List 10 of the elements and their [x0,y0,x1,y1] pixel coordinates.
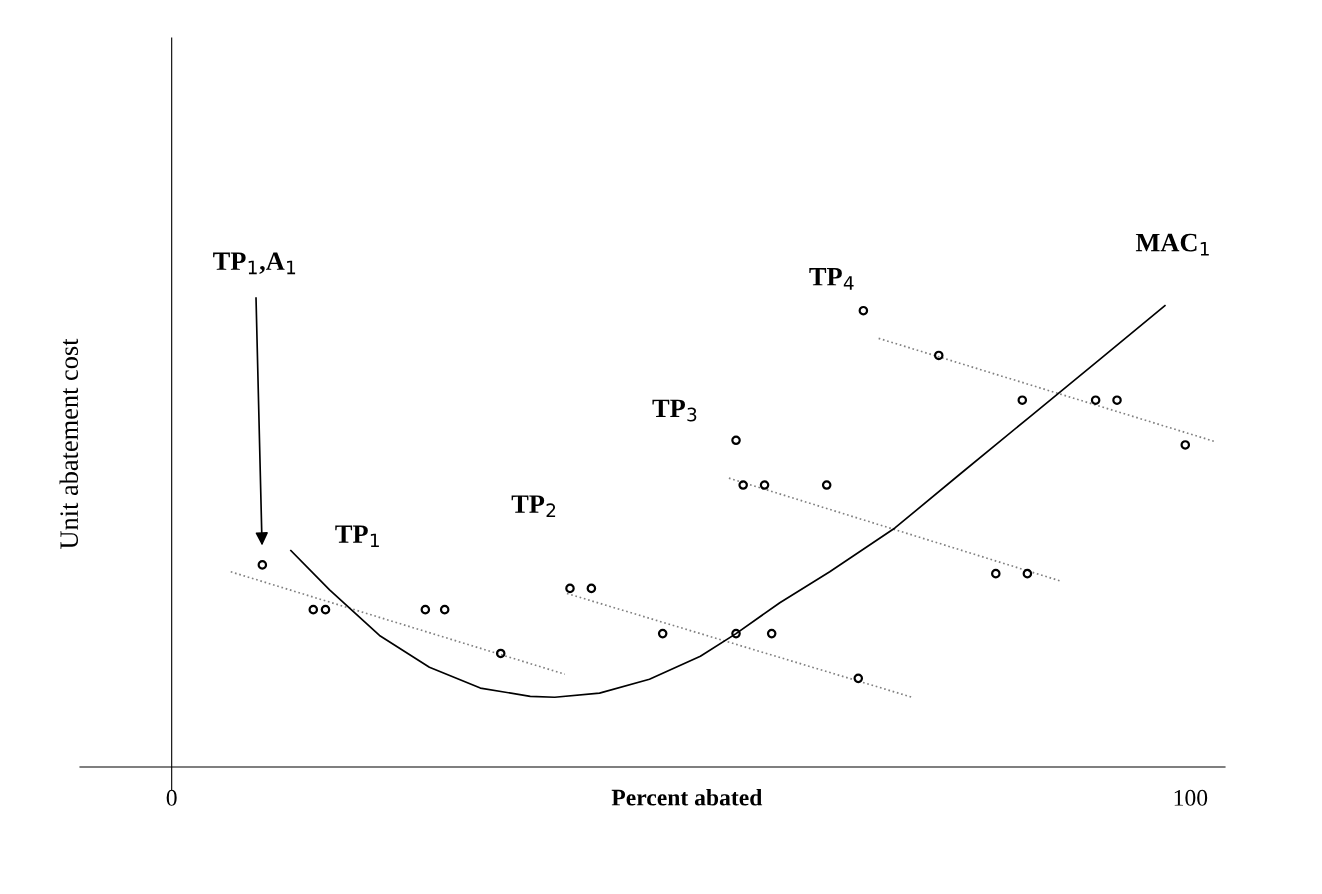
x-axis-title: Percent abated [611,788,763,806]
y-axis-title: Unit abatement cost [59,338,79,549]
text: TP$_{4}$ [809,268,854,290]
x-tick-label: 100 [1174,789,1208,806]
x-tick-label: 0 [166,789,177,806]
annotation: TP$_{2}$ [511,495,556,518]
text: MAC$_{1}$ [1135,233,1209,256]
annotation: TP$_{3}$ [652,399,697,422]
text: TP$_{1}$,A$_{1}$ [213,252,296,275]
annotation: TP$_{1}$ [335,525,379,548]
